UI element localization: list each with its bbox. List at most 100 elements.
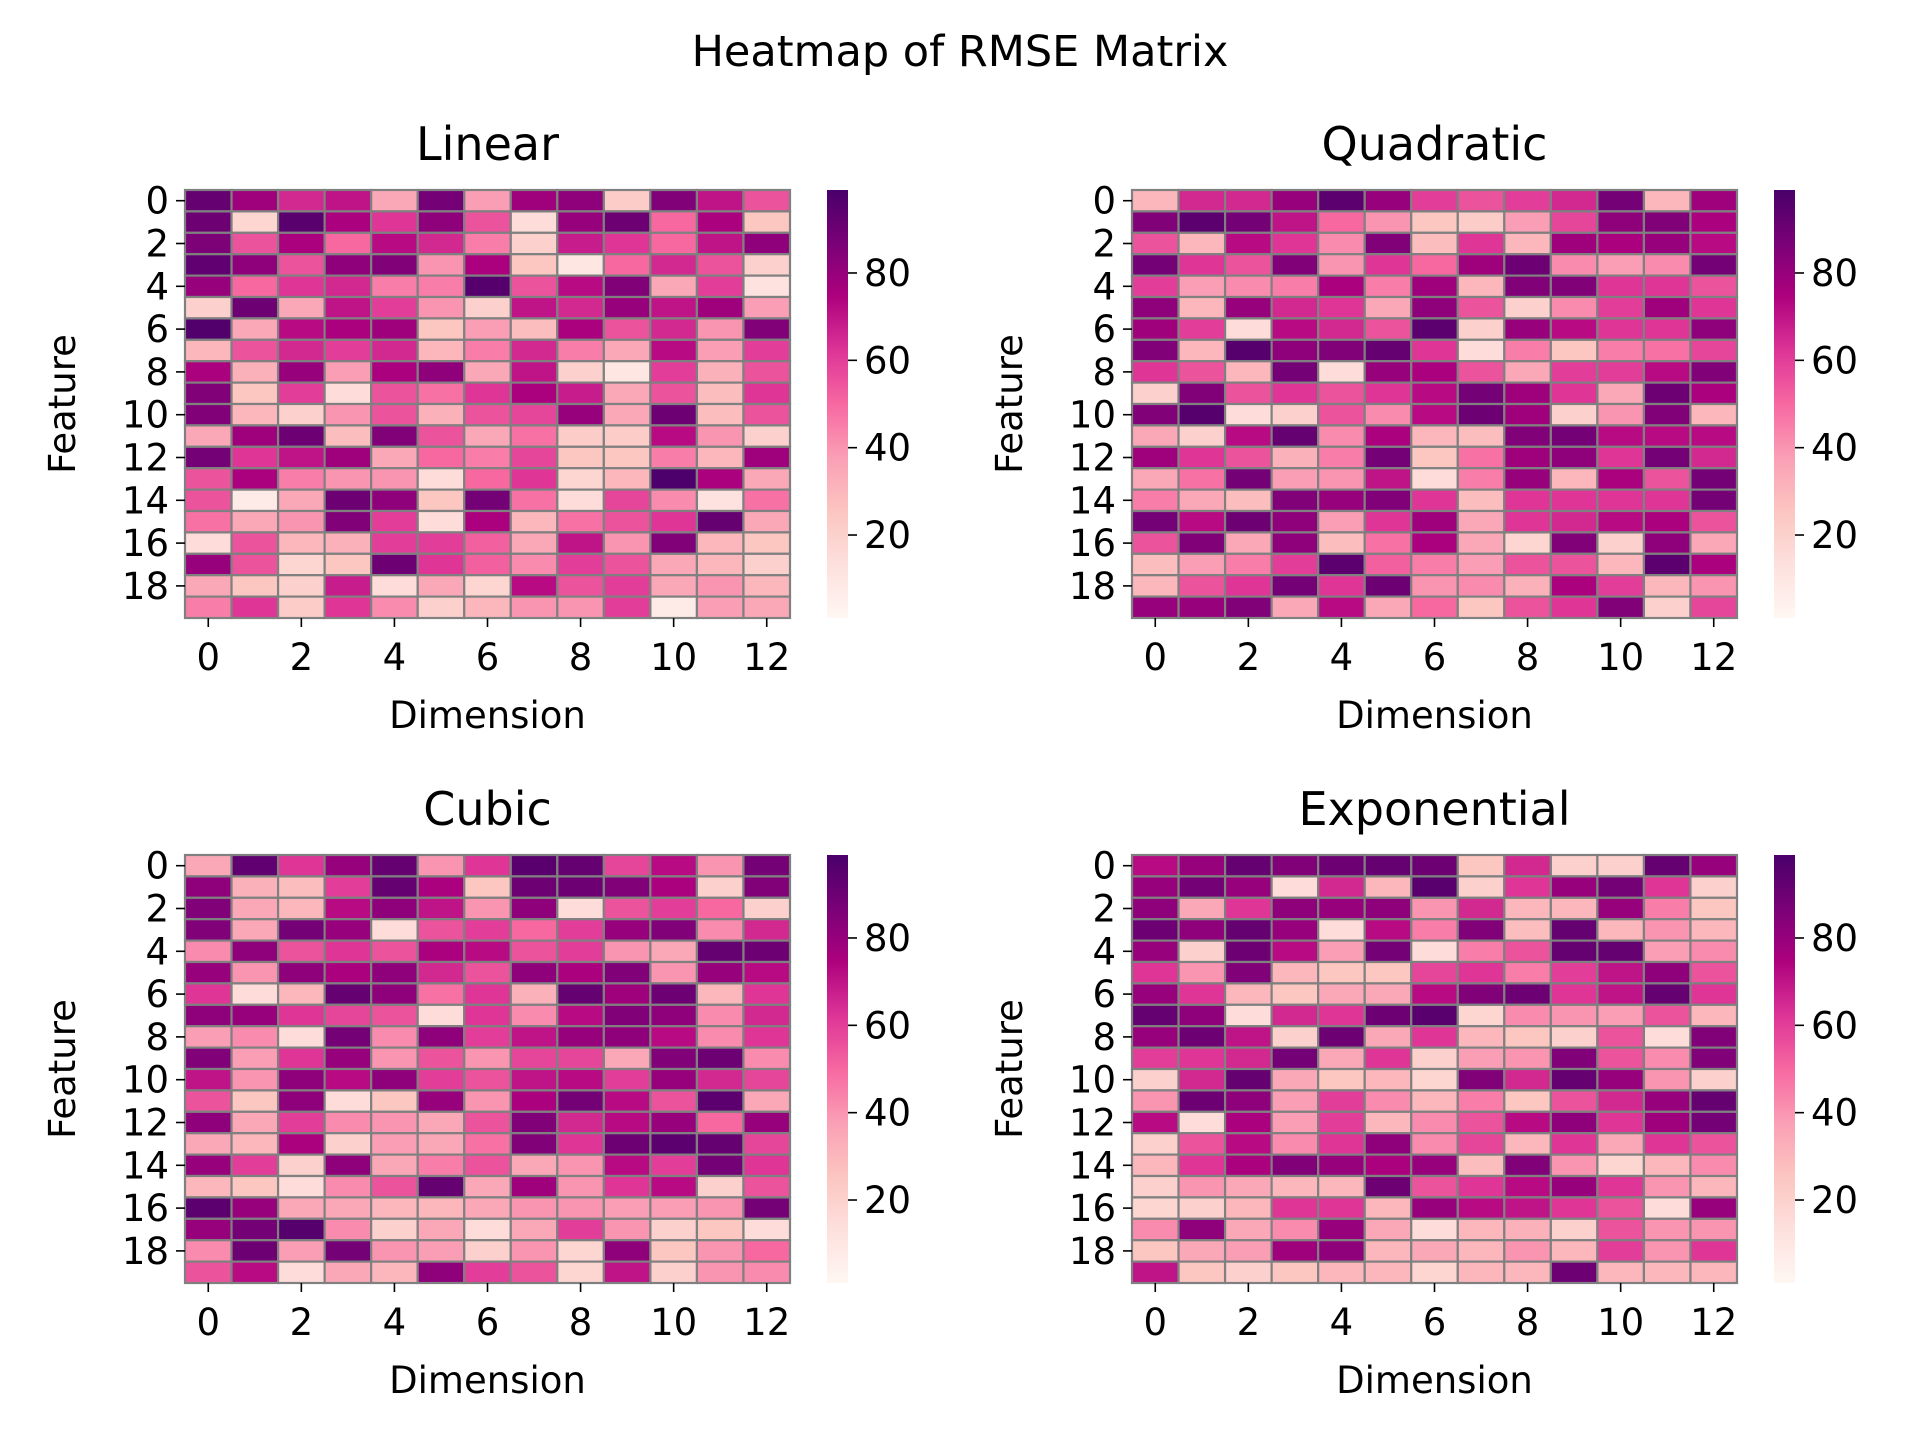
heatmap-cell — [1177, 1260, 1227, 1285]
heatmap-cell — [276, 552, 326, 577]
heatmap-cell — [1410, 338, 1459, 363]
heatmap-cell — [1223, 960, 1273, 985]
heatmap-cell — [695, 295, 745, 320]
heatmap-cell — [276, 253, 326, 277]
heatmap-cell — [1363, 1260, 1413, 1285]
y-tick-label: 8 — [1092, 1016, 1116, 1059]
heatmap-cell — [276, 231, 326, 256]
heatmap-cell — [1456, 488, 1506, 513]
heatmap-cell — [1410, 1153, 1459, 1178]
heatmap-cell — [1270, 574, 1320, 598]
colorbar: 20 40 60 80 — [827, 190, 911, 618]
heatmap-cell — [1130, 1025, 1180, 1049]
heatmap-cell — [649, 1260, 699, 1285]
heatmap-cell — [183, 424, 233, 448]
heatmap-cell — [276, 1003, 326, 1028]
heatmap-cell — [1270, 875, 1320, 899]
heatmap-cell — [742, 552, 792, 577]
heatmap-cell — [370, 574, 419, 598]
heatmap-cell — [1363, 253, 1413, 277]
heatmap-cell — [742, 531, 792, 555]
heatmap-cell — [1549, 1003, 1599, 1028]
heatmap-cell — [1270, 1025, 1320, 1049]
heatmap-cell — [1642, 274, 1692, 299]
y-tick-label: 2 — [145, 223, 169, 266]
heatmap-cell — [1177, 338, 1227, 363]
heatmap-cell — [1363, 1217, 1413, 1242]
heatmap-cell — [695, 338, 745, 363]
heatmap-cell — [370, 424, 419, 448]
heatmap-cell — [463, 1110, 512, 1135]
heatmap-cell — [1223, 360, 1273, 384]
heatmap-cell — [183, 552, 233, 577]
heatmap-cell — [1363, 531, 1413, 555]
heatmap-cell — [649, 360, 699, 384]
colorbar-tick-label: 40 — [1811, 427, 1858, 470]
heatmap-cell — [230, 918, 280, 942]
heatmap-cell — [276, 1260, 326, 1285]
heatmap-cell — [1503, 295, 1552, 320]
heatmap-cell — [1549, 424, 1599, 448]
heatmap-cell — [1689, 939, 1739, 964]
heatmap-cell — [1363, 231, 1413, 256]
heatmap-cell — [463, 1025, 512, 1049]
heatmap-cell — [1642, 1196, 1692, 1220]
y-tick-label: 4 — [145, 930, 169, 973]
panel-title: Quadratic — [1322, 117, 1548, 171]
heatmap-cell — [742, 1153, 792, 1178]
heatmap-cell — [649, 488, 699, 513]
heatmap-cell — [1177, 1025, 1227, 1049]
heatmap-cell — [695, 875, 745, 899]
heatmap-cell — [1363, 1153, 1413, 1178]
x-tick-label: 12 — [1690, 636, 1737, 679]
heatmap-cell — [1503, 1067, 1552, 1092]
colorbar-gradient — [1774, 190, 1795, 618]
heatmap-cell — [602, 574, 652, 598]
heatmap-cell — [1270, 317, 1320, 341]
heatmap-cell — [509, 1025, 559, 1049]
heatmap-cell — [742, 424, 792, 448]
heatmap-cell — [1223, 1067, 1273, 1092]
x-tick-label: 4 — [383, 1301, 407, 1344]
heatmap-cell — [1689, 1260, 1739, 1285]
heatmap-cell — [695, 853, 745, 878]
heatmap-cell — [556, 424, 605, 448]
heatmap-cell — [1363, 1110, 1413, 1135]
heatmap-cell — [183, 360, 233, 384]
heatmap-cell — [1130, 875, 1180, 899]
heatmap-cell — [1503, 338, 1552, 363]
heatmap-cell — [416, 1046, 466, 1071]
heatmap-cell — [742, 509, 792, 534]
heatmap-cell — [416, 982, 466, 1006]
heatmap-cell — [649, 1196, 699, 1220]
heatmap-cell — [1130, 467, 1180, 491]
heatmap-cell — [1177, 210, 1227, 234]
heatmap-cell — [1689, 295, 1739, 320]
heatmap-cell — [416, 896, 466, 921]
heatmap-cell — [1596, 253, 1646, 277]
heatmap-cell — [1503, 1217, 1552, 1242]
heatmap-cell — [602, 253, 652, 277]
heatmap-cell — [1456, 1067, 1506, 1092]
heatmap-cell — [370, 896, 419, 921]
heatmap-cell — [695, 531, 745, 555]
heatmap-cell — [556, 1067, 605, 1092]
heatmap-cell — [1177, 1110, 1227, 1135]
heatmap-cell — [1177, 488, 1227, 513]
heatmap-cell — [1503, 574, 1552, 598]
heatmap-cell — [276, 509, 326, 534]
colorbar-tick-label: 20 — [864, 1179, 911, 1222]
heatmap-cell — [1130, 188, 1180, 213]
heatmap-cell — [1596, 918, 1646, 942]
heatmap-cell — [509, 424, 559, 448]
heatmap-cell — [1503, 595, 1552, 620]
heatmap-cell — [1177, 274, 1227, 299]
y-tick-label: 4 — [145, 265, 169, 308]
heatmap-cell — [230, 982, 280, 1006]
heatmap-cell — [1596, 960, 1646, 985]
heatmap-cell — [1456, 1239, 1506, 1263]
heatmap-cell — [1689, 402, 1739, 427]
heatmap-cell — [1317, 488, 1366, 513]
heatmap-cell — [1456, 531, 1506, 555]
heatmap-cell — [183, 188, 233, 213]
